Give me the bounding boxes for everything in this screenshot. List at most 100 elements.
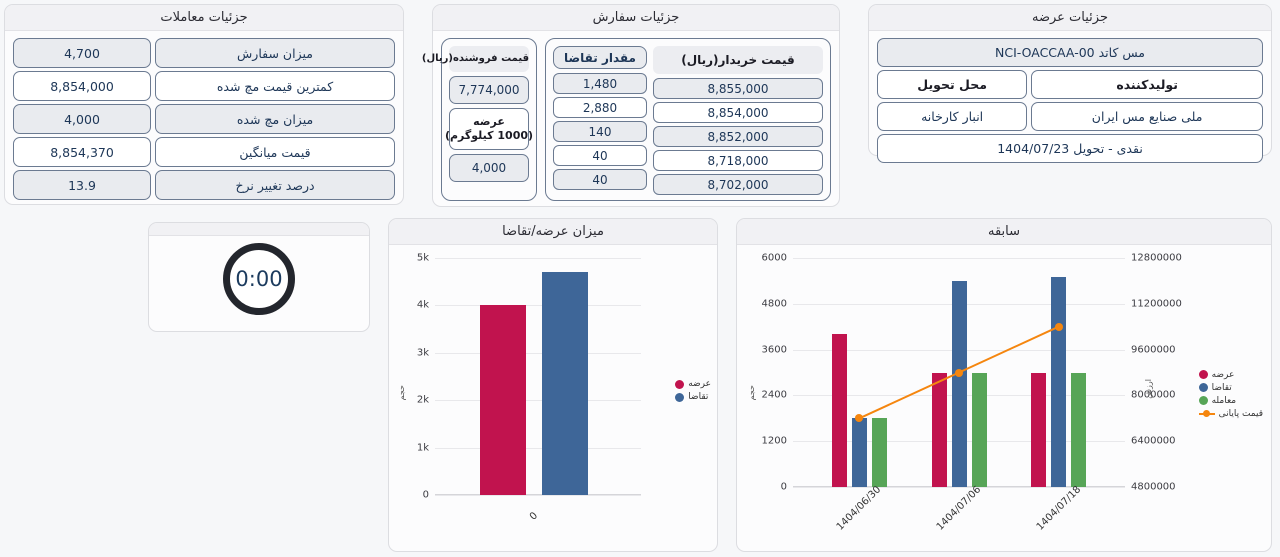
gridline — [435, 305, 641, 307]
demand-qty-cell: 40 — [553, 169, 647, 190]
commodity-name: مس کاتد NCI-OACCAA-00 — [877, 38, 1263, 67]
trades-row-label: قیمت میانگین — [155, 137, 395, 167]
legend-marker-icon — [675, 379, 685, 389]
legend-label: معامله — [1211, 395, 1237, 406]
legend-item-supply[interactable]: عرضه — [675, 379, 711, 389]
supply-demand-chart: 5k 4k 3k 2k 1k 0 0 حجم عرضه تقاضا — [389, 244, 717, 551]
seller-price-header: قیمت فروشنده(ریال) — [422, 46, 529, 72]
closing-price-point — [1054, 322, 1063, 331]
right-axis-tick: 6400000 — [1131, 435, 1176, 447]
x-axis-line — [435, 494, 641, 495]
legend-marker-icon — [675, 392, 685, 402]
left-axis-tick: 3600 — [761, 344, 787, 356]
legend-label: تقاضا — [688, 392, 709, 403]
gridline — [435, 352, 641, 354]
supply-amount-value: 4,000 — [449, 154, 529, 182]
buyer-price-cell: 8,854,000 — [653, 102, 823, 123]
gridline — [435, 400, 641, 402]
supply-bar — [831, 334, 847, 487]
supply-bar — [931, 372, 947, 487]
history-chart-card: سابقه 6000 12800000 4800 11200000 3600 960000… — [736, 218, 1272, 552]
buyer-price-column: قیمت خریدار(ریال) 8,855,000 8,854,000 8,85… — [653, 46, 823, 195]
trades-details-panel: جزئیات معاملات میزان سفارش 4,700 کمترین قی… — [4, 4, 404, 205]
x-axis-date-label: 1404/07/06 — [934, 484, 984, 533]
trades-row-value: 4,700 — [13, 38, 151, 68]
x-axis-label: 0 — [527, 510, 541, 523]
buyer-price-header: قیمت خریدار(ریال) — [653, 46, 823, 74]
left-axis-title: حجم — [747, 385, 756, 401]
y-axis-tick: 0 — [422, 489, 429, 501]
demand-qty-cell: 2,880 — [553, 97, 647, 118]
order-book: قیمت خریدار(ریال) 8,855,000 8,854,000 8,85… — [545, 38, 831, 201]
demand-bar — [951, 280, 967, 487]
delivery-place-value: انبار کارخانه — [877, 102, 1028, 131]
history-chart-title: سابقه — [737, 219, 1271, 245]
gridline — [435, 447, 641, 449]
orders-panel-title: جزئیات سفارش — [433, 5, 839, 31]
supply-bar — [479, 305, 526, 495]
x-axis-date-label: 1404/06/30 — [835, 484, 884, 533]
legend-item-demand[interactable]: تقاضا — [1198, 382, 1263, 393]
demand-qty-cell: 140 — [553, 121, 647, 142]
trades-row-label: کمترین قیمت مچ شده — [155, 71, 395, 101]
demand-qty-cell: 40 — [553, 145, 647, 166]
timer-card-header — [149, 223, 369, 236]
buyer-price-cell: 8,852,000 — [653, 126, 823, 147]
gridline — [435, 258, 641, 259]
legend-item-demand[interactable]: تقاضا — [675, 392, 711, 402]
demand-bar — [851, 418, 867, 487]
supply-amount-header-line1: عرضه — [473, 115, 505, 129]
buyer-price-cell: 8,702,000 — [653, 174, 823, 195]
left-axis-tick: 2400 — [761, 389, 787, 401]
trade-bar — [871, 418, 887, 487]
left-axis-tick: 6000 — [761, 252, 787, 264]
legend-label: عرضه — [688, 379, 711, 390]
trades-row: میزان مچ شده 4,000 — [13, 104, 395, 134]
legend-label: تقاضا — [1211, 382, 1232, 393]
demand-qty-cell: 1,480 — [553, 73, 647, 94]
legend-label: قیمت پایانی — [1218, 408, 1263, 419]
supply-amount-header: عرضه (1000 کیلوگرم) — [445, 108, 533, 150]
right-axis-tick: 12800000 — [1131, 252, 1182, 264]
seller-info-box: قیمت فروشنده(ریال) 7,774,000 عرضه (1000 … — [422, 38, 537, 201]
trades-panel-title: جزئیات معاملات — [5, 5, 403, 31]
producer-header: تولیدکننده — [1031, 70, 1263, 99]
supply-amount-header-line2: (1000 کیلوگرم) — [444, 129, 534, 142]
legend-label: عرضه — [1211, 369, 1235, 380]
gridline — [793, 258, 1125, 259]
buyer-price-cell: 8,718,000 — [653, 150, 823, 171]
buyer-price-cells: 8,855,000 8,854,000 8,852,000 8,718,000 8,70… — [653, 78, 823, 198]
trades-row-value: 13.9 — [13, 170, 151, 200]
supply-body: مس کاتد NCI-OACCAA-00 تولیدکننده محل تحو… — [869, 31, 1271, 173]
producer-value: ملی صنایع مس ایران — [1031, 102, 1263, 131]
y-axis-tick: 1k — [416, 442, 429, 454]
legend-marker-icon — [1198, 396, 1208, 406]
legend-item-trade[interactable]: معامله — [1198, 395, 1263, 406]
y-axis-tick: 4k — [416, 299, 429, 311]
y-axis-tick: 3k — [416, 347, 429, 359]
trades-row-label: درصد تغییر نرخ — [155, 170, 395, 200]
seller-price-value: 7,774,000 — [449, 76, 529, 104]
y-axis-title: حجم — [397, 385, 406, 401]
orders-body: قیمت خریدار(ریال) 8,855,000 8,854,000 8,85… — [422, 31, 839, 208]
trades-row-label: میزان سفارش — [155, 38, 395, 68]
left-axis-tick: 0 — [780, 481, 787, 493]
history-plot-area: 6000 12800000 4800 11200000 3600 9600000 2400 8… — [762, 253, 1182, 533]
trades-row-value: 8,854,370 — [13, 137, 151, 167]
right-axis-tick: 11200000 — [1131, 298, 1182, 310]
right-axis-title: ارزش — [1144, 379, 1153, 399]
legend-item-supply[interactable]: عرضه — [1198, 369, 1263, 380]
history-chart: 6000 12800000 4800 11200000 3600 9600000 2400 8… — [737, 244, 1271, 551]
demand-qty-header: مقدار تقاضا — [553, 46, 647, 69]
trade-bar — [971, 372, 987, 487]
right-axis-tick: 8000000 — [1131, 389, 1176, 401]
legend-marker-icon — [1198, 370, 1208, 380]
trades-row: کمترین قیمت مچ شده 8,854,000 — [13, 71, 395, 101]
legend-item-closing-price[interactable]: قیمت پایانی — [1198, 408, 1263, 419]
chart-legend: عرضه تقاضا — [675, 379, 711, 402]
trades-row-value: 4,000 — [13, 104, 151, 134]
trades-row: میزان سفارش 4,700 — [13, 38, 395, 68]
legend-marker-icon — [1198, 410, 1215, 418]
settlement-delivery-info: نقدی - تحویل 1404/07/23 — [877, 134, 1263, 163]
